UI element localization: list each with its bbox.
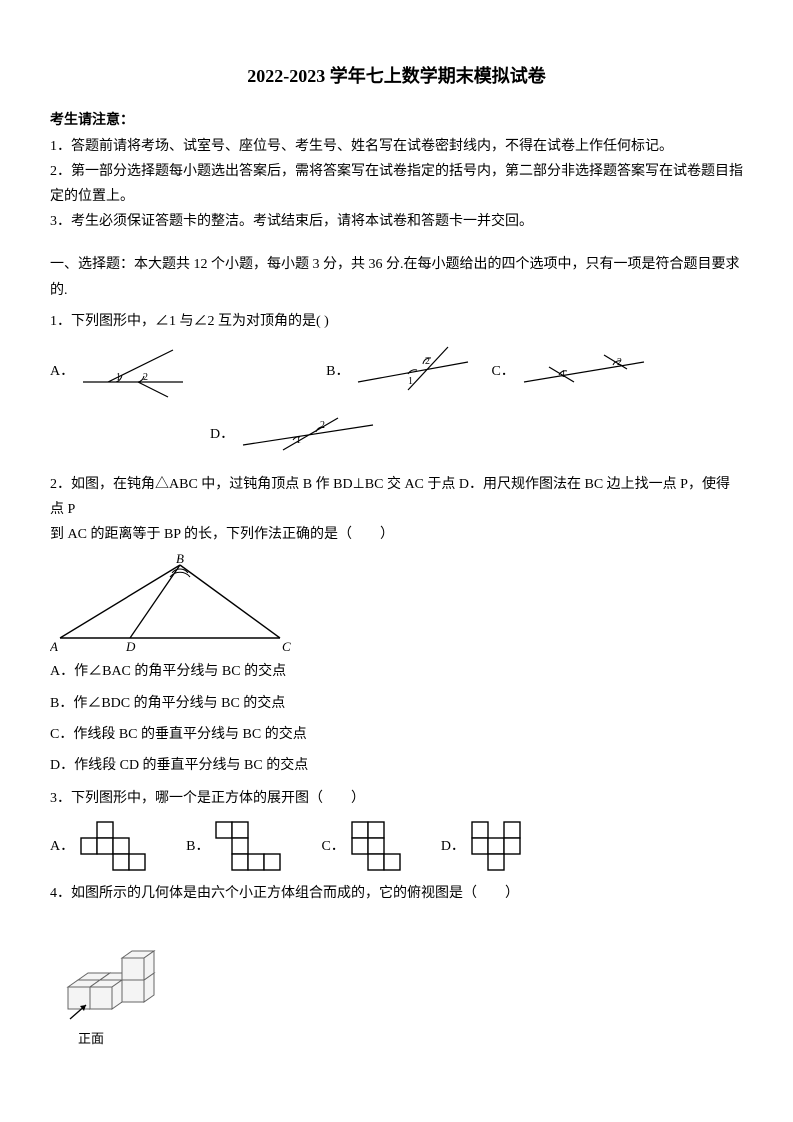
q3-optB: B． [186, 821, 281, 871]
notice-header: 考生请注意： [50, 108, 743, 133]
q4-front-label: 正面 [78, 1027, 743, 1050]
q1-optB: B． 12 [326, 342, 473, 402]
svg-text:1: 1 [408, 376, 413, 387]
q3-labelA: A． [50, 834, 74, 859]
q3-labelD: D． [441, 834, 465, 859]
svg-text:1: 1 [116, 372, 121, 383]
svg-text:2: 2 [143, 372, 148, 383]
q1-options-row1: A． 12 B． 12 C． 12 [50, 342, 743, 402]
svg-text:2: 2 [320, 420, 325, 431]
q3-optA: A． [50, 821, 146, 871]
q2-optA: A．作∠BAC 的角平分线与 BC 的交点 [50, 659, 743, 684]
q4-text: 4．如图所示的几何体是由六个小正方体组合而成的，它的俯视图是（ ） [50, 881, 743, 906]
q3-labelB: B． [186, 834, 209, 859]
q1-text: 1．下列图形中，∠1 与∠2 互为对顶角的是( ) [50, 309, 743, 334]
q1-labelB: B． [326, 359, 349, 384]
svg-text:2: 2 [425, 356, 430, 367]
q1-optD: D． 12 [210, 410, 378, 460]
svg-text:A: A [50, 639, 58, 653]
q3-optC: C． [321, 821, 400, 871]
q3-text: 3．下列图形中，哪一个是正方体的展开图（ ） [50, 786, 743, 811]
notice-block: 考生请注意： 1．答题前请将考场、试室号、座位号、考生号、姓名写在试卷密封线内，… [50, 108, 743, 234]
q2-optC: C．作线段 BC 的垂直平分线与 BC 的交点 [50, 722, 743, 747]
q4-figure [50, 917, 170, 1027]
notice-item-1: 1．答题前请将考场、试室号、座位号、考生号、姓名写在试卷密封线内，不得在试卷上作… [50, 134, 743, 159]
q2-optD: D．作线段 CD 的垂直平分线与 BC 的交点 [50, 753, 743, 778]
q2-optB: B．作∠BDC 的角平分线与 BC 的交点 [50, 691, 743, 716]
svg-text:2: 2 [617, 357, 622, 368]
q1-labelD: D． [210, 422, 234, 447]
q2-line2: 到 AC 的距离等于 BP 的长，下列作法正确的是（ ） [50, 522, 743, 547]
notice-item-2: 2．第一部分选择题每小题选出答案后，需将答案写在试卷指定的括号内，第二部分非选择… [50, 159, 743, 209]
notice-item-3: 3．考生必须保证答题卡的整洁。考试结束后，请将本试卷和答题卡一并交回。 [50, 209, 743, 234]
svg-text:C: C [282, 639, 291, 653]
q2-line1: 2．如图，在钝角△ABC 中，过钝角顶点 B 作 BD⊥BC 交 AC 于点 D… [50, 472, 743, 522]
q2-figure: A B C D [50, 553, 300, 653]
q1-figure-c: 12 [519, 347, 649, 397]
q1-optA: A． 12 [50, 342, 188, 402]
q1-figure-d: 12 [238, 410, 378, 460]
q4-figure-block: 正面 [50, 917, 743, 1050]
q1-figure-b: 12 [353, 342, 473, 402]
q3-options: A． B． C． D． [50, 821, 743, 871]
q3-figure-b [215, 821, 281, 871]
q3-optD: D． [441, 821, 521, 871]
q1-figure-a: 12 [78, 342, 188, 402]
svg-text:B: B [176, 553, 184, 566]
q1-labelC: C． [491, 359, 514, 384]
q2-options: A．作∠BAC 的角平分线与 BC 的交点 B．作∠BDC 的角平分线与 BC … [50, 659, 743, 778]
q3-figure-c [351, 821, 401, 871]
q1-labelA: A． [50, 359, 74, 384]
svg-text:1: 1 [561, 369, 566, 380]
q3-figure-a [80, 821, 146, 871]
q1-optC: C． 12 [491, 347, 648, 397]
q3-figure-d [471, 821, 521, 871]
svg-text:1: 1 [296, 435, 301, 446]
svg-text:D: D [125, 639, 136, 653]
q3-labelC: C． [321, 834, 344, 859]
exam-title: 2022-2023 学年七上数学期末模拟试卷 [50, 60, 743, 92]
section1-header: 一、选择题：本大题共 12 个小题，每小题 3 分，共 36 分.在每小题给出的… [50, 252, 743, 302]
q1-options-row2: D． 12 [210, 410, 743, 460]
